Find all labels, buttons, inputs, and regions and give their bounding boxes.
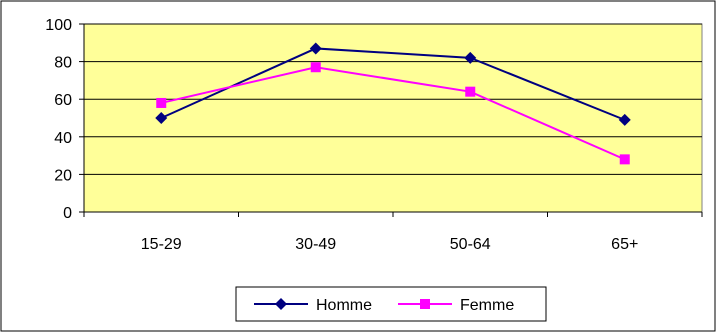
x-tick-label: 15-29 [141, 236, 182, 253]
series-homme [155, 42, 631, 126]
data-point [310, 62, 321, 73]
legend: Homme Femme [235, 286, 547, 322]
axes [79, 23, 703, 217]
legend-label: Homme [316, 297, 372, 314]
legend-item-femme: Femme [398, 297, 514, 314]
y-tick-label: 100 [45, 17, 72, 34]
gridlines [84, 23, 702, 175]
tick-labels: 0 20 40 60 80 100 15-29 30-49 50-64 65+ [45, 17, 638, 253]
data-point [309, 42, 322, 55]
data-point [619, 154, 630, 165]
data-point [465, 86, 476, 97]
x-tick-label: 50-64 [450, 236, 491, 253]
series-femme [156, 62, 630, 165]
plot-area [83, 23, 703, 213]
data-point [155, 112, 168, 124]
y-tick-label: 40 [54, 130, 72, 147]
y-tick-label: 0 [63, 205, 72, 222]
legend-marker [275, 298, 287, 310]
series-line [160, 47, 626, 121]
legend-label: Femme [460, 297, 514, 314]
data-point [156, 97, 167, 108]
y-tick-label: 80 [54, 55, 72, 72]
data-point [618, 113, 631, 126]
legend-item-homme: Homme [254, 297, 372, 314]
legend-marker [420, 299, 430, 309]
series-line [161, 66, 626, 161]
y-tick-label: 60 [54, 92, 72, 109]
x-tick-label: 30-49 [295, 236, 336, 253]
data-point [464, 51, 477, 64]
series-group [155, 42, 631, 165]
y-tick-label: 20 [54, 167, 72, 184]
x-tick-label: 65+ [611, 236, 638, 253]
